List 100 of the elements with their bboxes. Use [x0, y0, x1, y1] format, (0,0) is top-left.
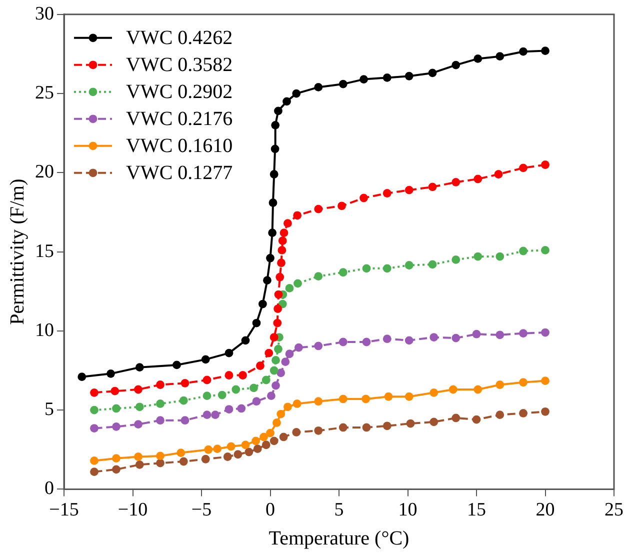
point: [474, 252, 482, 261]
y-tick-label: 5: [44, 399, 54, 420]
point: [256, 362, 264, 370]
y-tick-label: 25: [35, 82, 54, 104]
point: [278, 236, 287, 245]
point: [404, 72, 414, 80]
point: [314, 426, 323, 435]
x-tick-label: 15: [467, 500, 486, 521]
point: [179, 396, 188, 405]
point: [404, 186, 414, 194]
point: [90, 468, 98, 476]
point: [270, 436, 278, 446]
point: [273, 318, 282, 328]
point: [362, 338, 371, 346]
point: [258, 300, 267, 308]
point: [276, 410, 286, 418]
point: [271, 120, 280, 130]
point: [314, 342, 323, 350]
legend-label: VWC 0.3582: [126, 54, 233, 76]
point: [90, 424, 98, 432]
point: [223, 452, 232, 461]
point: [106, 369, 115, 378]
point: [452, 334, 460, 342]
point: [264, 348, 274, 358]
point: [135, 460, 144, 469]
point: [362, 423, 371, 432]
point: [202, 410, 212, 420]
point: [250, 384, 258, 392]
point: [362, 394, 370, 404]
point: [496, 52, 504, 61]
point: [224, 348, 234, 358]
point: [237, 404, 246, 413]
point: [202, 376, 212, 384]
point: [282, 97, 291, 106]
x-tick-label: 0: [266, 500, 275, 521]
point: [519, 329, 528, 338]
point: [404, 336, 414, 345]
point: [272, 418, 281, 427]
point: [277, 258, 286, 268]
point: [268, 228, 277, 238]
point: [404, 392, 414, 401]
point: [179, 457, 188, 466]
point: [218, 390, 226, 400]
point: [224, 371, 234, 380]
point: [270, 366, 278, 375]
point: [338, 423, 348, 432]
point: [294, 279, 302, 288]
point: [382, 334, 392, 344]
y-tick-label: 20: [35, 162, 54, 183]
point: [452, 256, 460, 264]
legend-label: VWC 0.2176: [126, 108, 233, 130]
point: [279, 432, 288, 442]
point: [292, 400, 302, 408]
point: [541, 160, 550, 169]
point: [428, 68, 437, 78]
point: [232, 385, 240, 394]
y-tick-label: 0: [44, 478, 54, 500]
point: [519, 246, 528, 256]
point: [496, 252, 504, 261]
point: [519, 164, 528, 172]
point: [112, 454, 120, 463]
point: [292, 428, 301, 436]
point: [360, 194, 368, 202]
point: [472, 330, 481, 338]
point: [338, 394, 348, 404]
legend-label: VWC 0.1610: [126, 135, 233, 158]
point: [292, 89, 301, 98]
point: [274, 290, 283, 299]
point: [262, 376, 270, 384]
point: [496, 380, 504, 389]
legend-label: VWC 0.2902: [126, 81, 233, 104]
point: [252, 318, 261, 328]
legend-label: VWC 0.1277: [126, 162, 233, 184]
point: [541, 46, 550, 55]
point: [541, 376, 550, 385]
point: [474, 385, 482, 394]
point: [293, 211, 302, 220]
point: [338, 80, 348, 88]
point: [135, 363, 144, 372]
point: [474, 54, 482, 63]
point: [78, 372, 86, 382]
point: [448, 385, 458, 394]
y-tick-label: 10: [35, 320, 54, 341]
point: [541, 246, 550, 254]
point: [90, 456, 98, 465]
point: [519, 409, 528, 418]
point: [472, 415, 481, 424]
point: [294, 343, 303, 352]
point: [274, 106, 282, 116]
point: [266, 254, 274, 262]
point: [156, 400, 164, 408]
point: [270, 170, 278, 178]
point: [266, 428, 274, 438]
point: [281, 358, 290, 366]
point: [314, 397, 323, 406]
point: [474, 174, 482, 184]
point: [276, 272, 284, 282]
point: [252, 436, 260, 446]
point: [253, 444, 262, 454]
point: [241, 336, 250, 345]
